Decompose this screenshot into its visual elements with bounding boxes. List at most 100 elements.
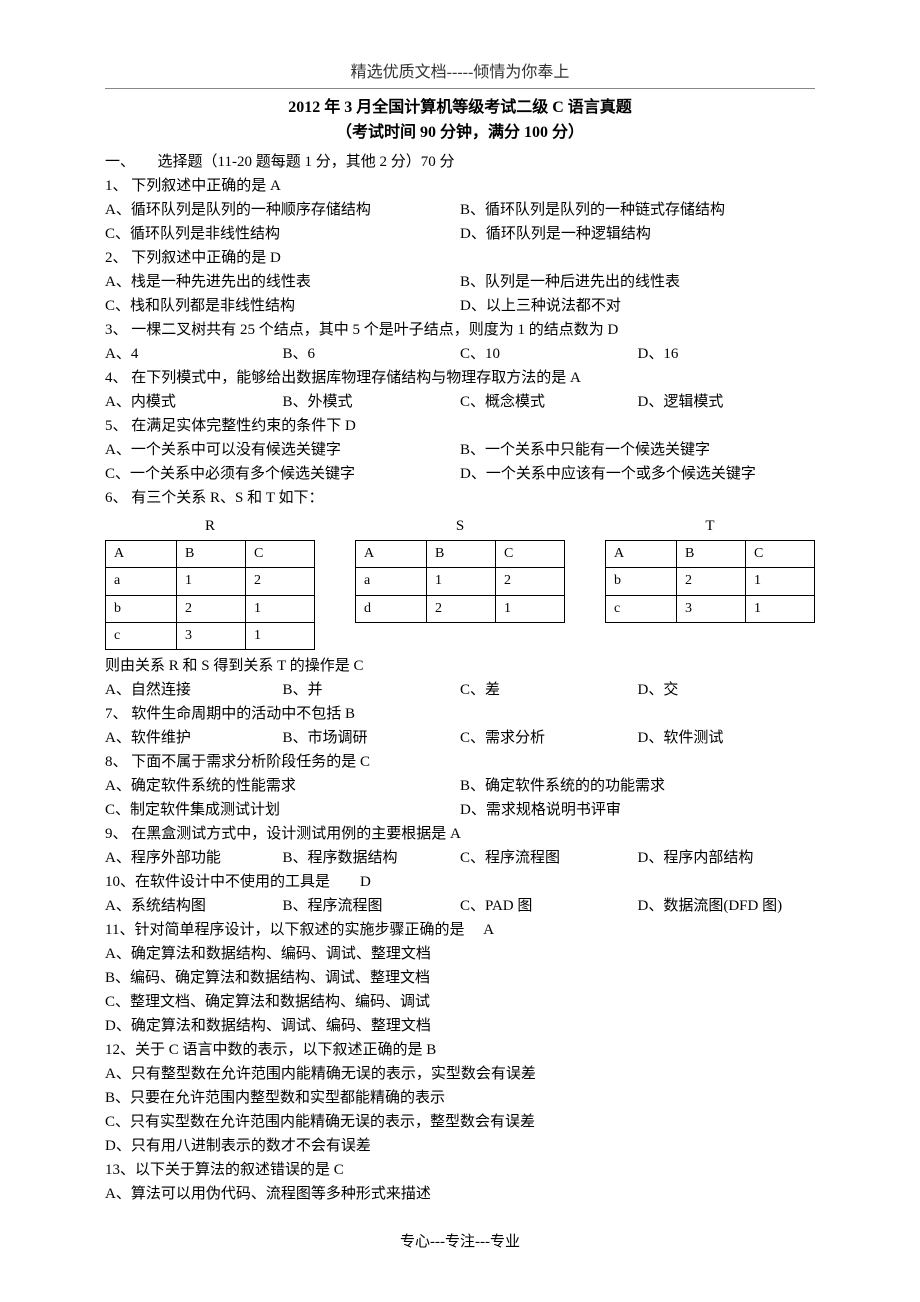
q5-opts-row2: C、一个关系中必须有多个候选关键字 D、一个关系中应该有一个或多个候选关键字 (105, 462, 815, 486)
cell: b (106, 595, 177, 622)
q5-stem: 5、 在满足实体完整性约束的条件下 D (105, 414, 815, 438)
q4-a: A、内模式 (105, 390, 283, 414)
cell: d (356, 595, 427, 622)
q5-opts-row1: A、一个关系中可以没有候选关键字 B、一个关系中只能有一个候选关键字 (105, 438, 815, 462)
q10-d: D、数据流图(DFD 图) (638, 894, 816, 918)
q2-opts-row1: A、栈是一种先进先出的线性表 B、队列是一种后进先出的线性表 (105, 270, 815, 294)
q12-c: C、只有实型数在允许范围内能精确无误的表示，整型数会有误差 (105, 1110, 815, 1134)
q11-stem: 11、针对简单程序设计，以下叙述的实施步骤正确的是 A (105, 918, 815, 942)
cell: 1 (746, 568, 815, 595)
table-t: A B C b 2 1 c 3 1 (605, 540, 815, 623)
q4-stem: 4、 在下列模式中，能够给出数据库物理存储结构与物理存取方法的是 A (105, 366, 815, 390)
cell: 1 (246, 595, 315, 622)
table-r-label: R (105, 514, 315, 538)
q4-d: D、逻辑模式 (638, 390, 816, 414)
q13-stem: 13、以下关于算法的叙述错误的是 C (105, 1158, 815, 1182)
q8-b: B、确定软件系统的的功能需求 (460, 774, 815, 798)
q6-b: B、并 (283, 678, 461, 702)
q7-c: C、需求分析 (460, 726, 638, 750)
q3-stem: 3、 一棵二叉树共有 25 个结点，其中 5 个是叶子结点，则度为 1 的结点数… (105, 318, 815, 342)
table-r-block: R A B C a 1 2 b 2 1 c (105, 514, 315, 651)
q4-c: C、概念模式 (460, 390, 638, 414)
q1-b: B、循环队列是队列的一种链式存储结构 (460, 198, 815, 222)
q12-stem: 12、关于 C 语言中数的表示，以下叙述正确的是 B (105, 1038, 815, 1062)
doc-title: 2012 年 3 月全国计算机等级考试二级 C 语言真题 (105, 95, 815, 121)
q2-a: A、栈是一种先进先出的线性表 (105, 270, 460, 294)
q3-a: A、4 (105, 342, 283, 366)
doc-subtitle: （考试时间 90 分钟，满分 100 分） (105, 120, 815, 146)
table-row: a 1 2 (356, 568, 565, 595)
q11-a: A、确定算法和数据结构、编码、调试、整理文档 (105, 942, 815, 966)
q8-opts-row2: C、制定软件集成测试计划 D、需求规格说明书评审 (105, 798, 815, 822)
q9-opts: A、程序外部功能 B、程序数据结构 C、程序流程图 D、程序内部结构 (105, 846, 815, 870)
cell: B (427, 540, 496, 567)
q6-opts: A、自然连接 B、并 C、差 D、交 (105, 678, 815, 702)
q7-opts: A、软件维护 B、市场调研 C、需求分析 D、软件测试 (105, 726, 815, 750)
q1-opts-row1: A、循环队列是队列的一种顺序存储结构 B、循环队列是队列的一种链式存储结构 (105, 198, 815, 222)
q12-a: A、只有整型数在允许范围内能精确无误的表示，实型数会有误差 (105, 1062, 815, 1086)
q2-stem: 2、 下列叙述中正确的是 D (105, 246, 815, 270)
q10-a: A、系统结构图 (105, 894, 283, 918)
q5-b: B、一个关系中只能有一个候选关键字 (460, 438, 815, 462)
table-s-block: S A B C a 1 2 d 2 1 (355, 514, 565, 651)
cell: 2 (427, 595, 496, 622)
q2-d: D、以上三种说法都不对 (460, 294, 815, 318)
q3-opts: A、4 B、6 C、10 D、16 (105, 342, 815, 366)
cell: 2 (677, 568, 746, 595)
cell: 2 (177, 595, 246, 622)
table-row: A B C (606, 540, 815, 567)
table-row: c 3 1 (606, 595, 815, 622)
q2-b: B、队列是一种后进先出的线性表 (460, 270, 815, 294)
q7-a: A、软件维护 (105, 726, 283, 750)
cell: A (106, 540, 177, 567)
cell: C (746, 540, 815, 567)
q11-c: C、整理文档、确定算法和数据结构、编码、调试 (105, 990, 815, 1014)
cell: A (356, 540, 427, 567)
q2-opts-row2: C、栈和队列都是非线性结构 D、以上三种说法都不对 (105, 294, 815, 318)
q6-tables: R A B C a 1 2 b 2 1 c (105, 514, 815, 651)
q4-opts: A、内模式 B、外模式 C、概念模式 D、逻辑模式 (105, 390, 815, 414)
cell: C (496, 540, 565, 567)
table-t-label: T (605, 514, 815, 538)
q12-d: D、只有用八进制表示的数才不会有误差 (105, 1134, 815, 1158)
q10-b: B、程序流程图 (283, 894, 461, 918)
table-s: A B C a 1 2 d 2 1 (355, 540, 565, 623)
cell: a (356, 568, 427, 595)
table-row: a 1 2 (106, 568, 315, 595)
cell: 1 (746, 595, 815, 622)
table-s-label: S (355, 514, 565, 538)
q7-stem: 7、 软件生命周期中的活动中不包括 B (105, 702, 815, 726)
cell: b (606, 568, 677, 595)
q4-b: B、外模式 (283, 390, 461, 414)
page-header: 精选优质文档-----倾情为你奉上 (105, 60, 815, 89)
cell: 3 (677, 595, 746, 622)
q6-stem: 6、 有三个关系 R、S 和 T 如下： (105, 486, 815, 510)
q10-stem: 10、在软件设计中不使用的工具是 D (105, 870, 815, 894)
table-row: A B C (356, 540, 565, 567)
q1-c: C、循环队列是非线性结构 (105, 222, 460, 246)
cell: 2 (246, 568, 315, 595)
q10-c: C、PAD 图 (460, 894, 638, 918)
cell: c (106, 622, 177, 649)
cell: a (106, 568, 177, 595)
q6-a: A、自然连接 (105, 678, 283, 702)
q3-b: B、6 (283, 342, 461, 366)
table-r: A B C a 1 2 b 2 1 c 3 1 (105, 540, 315, 651)
q5-d: D、一个关系中应该有一个或多个候选关键字 (460, 462, 815, 486)
q1-d: D、循环队列是一种逻辑结构 (460, 222, 815, 246)
cell: 1 (427, 568, 496, 595)
q6-post: 则由关系 R 和 S 得到关系 T 的操作是 C (105, 654, 815, 678)
q1-a: A、循环队列是队列的一种顺序存储结构 (105, 198, 460, 222)
q12-b: B、只要在允许范围内整型数和实型都能精确的表示 (105, 1086, 815, 1110)
cell: 1 (177, 568, 246, 595)
q9-d: D、程序内部结构 (638, 846, 816, 870)
q9-stem: 9、 在黑盒测试方式中，设计测试用例的主要根据是 A (105, 822, 815, 846)
q1-stem: 1、 下列叙述中正确的是 A (105, 174, 815, 198)
q9-b: B、程序数据结构 (283, 846, 461, 870)
q1-opts-row2: C、循环队列是非线性结构 D、循环队列是一种逻辑结构 (105, 222, 815, 246)
q5-c: C、一个关系中必须有多个候选关键字 (105, 462, 460, 486)
q11-d: D、确定算法和数据结构、调试、编码、整理文档 (105, 1014, 815, 1038)
cell: B (177, 540, 246, 567)
cell: C (246, 540, 315, 567)
section-heading: 一、 选择题（11-20 题每题 1 分，其他 2 分）70 分 (105, 150, 815, 174)
